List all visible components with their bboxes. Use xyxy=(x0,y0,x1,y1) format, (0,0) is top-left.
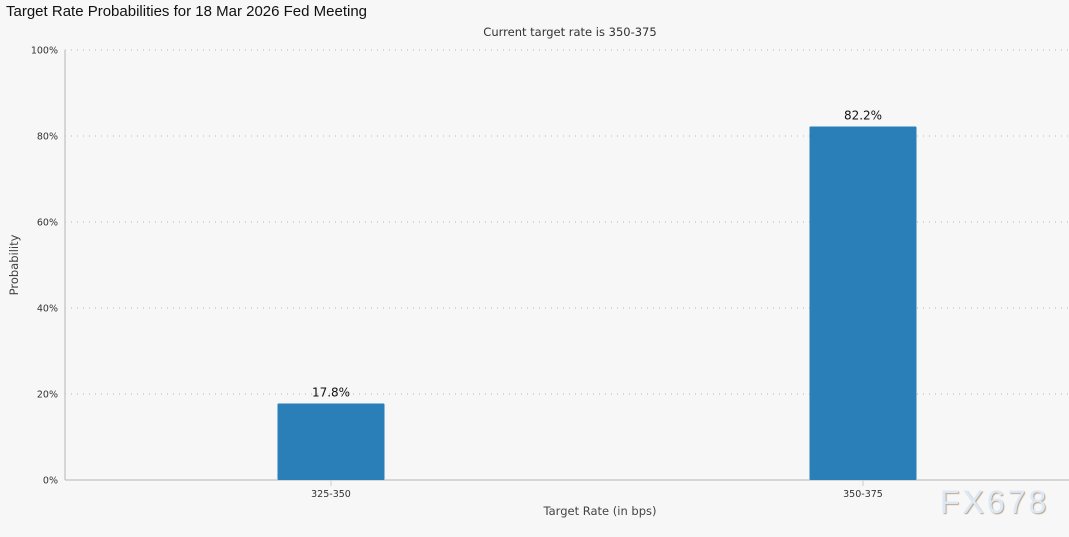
data-label: 17.8% xyxy=(312,385,350,399)
y-tick-label: 80% xyxy=(37,132,58,143)
y-tick-label: 20% xyxy=(37,390,58,401)
y-tick-label: 100% xyxy=(31,46,58,57)
y-tick-label: 60% xyxy=(37,218,58,229)
bar xyxy=(277,403,385,480)
data-label: 82.2% xyxy=(844,109,882,123)
y-tick-label: 40% xyxy=(37,304,58,315)
y-tick-label: 0% xyxy=(43,476,58,487)
y-axis-title: Probability xyxy=(7,234,21,295)
x-axis-title: Target Rate (in bps) xyxy=(543,504,657,518)
x-tick-label: 350-375 xyxy=(843,489,883,500)
watermark: FX678 xyxy=(940,484,1050,520)
chart-title: Target Rate Probabilities for 18 Mar 202… xyxy=(6,3,368,20)
chart-subtitle: Current target rate is 350-375 xyxy=(483,25,657,39)
bar xyxy=(809,126,917,480)
x-tick-label: 325-350 xyxy=(311,489,351,500)
